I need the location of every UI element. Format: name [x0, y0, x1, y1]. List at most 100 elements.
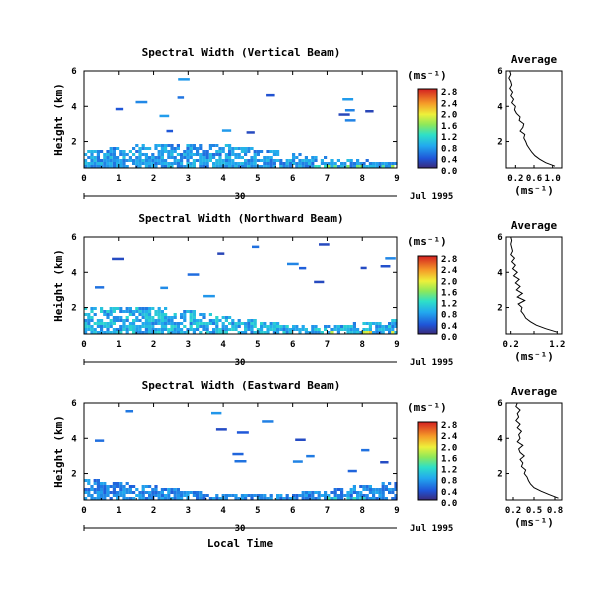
heatmap-cell: [148, 497, 152, 500]
heatmap-cell: [269, 328, 273, 331]
heatmap-cell: [260, 322, 264, 325]
heatmap-cell: [128, 491, 132, 494]
heatmap-cell: [90, 316, 94, 319]
heatmap-cell: [381, 485, 385, 488]
heatmap-cell: [276, 322, 280, 325]
colorbar-tick-label: 0.8: [441, 477, 457, 487]
heatmap-cell: [346, 331, 350, 334]
heatmap-cell: [319, 243, 330, 246]
heatmap-cell: [276, 328, 280, 331]
heatmap-cell: [112, 485, 116, 488]
heatmap-cell: [336, 165, 340, 168]
heatmap-cell: [106, 159, 110, 162]
heatmap-cell: [212, 322, 216, 325]
average-x-tick-label: 1.2: [549, 340, 565, 350]
heatmap-cell: [90, 165, 94, 168]
colorbar-tick-label: 2.0: [441, 111, 457, 121]
heatmap-cell: [250, 494, 254, 497]
heatmap-cell: [132, 485, 136, 488]
heatmap-cell: [263, 494, 267, 497]
heatmap-cell: [176, 488, 180, 491]
heatmap-cell: [375, 162, 379, 165]
heatmap-cell: [148, 162, 152, 165]
heatmap-cell: [285, 165, 289, 168]
heatmap-cell: [103, 497, 107, 500]
heatmap-cell: [167, 491, 171, 494]
heatmap-cell: [109, 319, 113, 322]
heatmap-cell: [170, 491, 174, 494]
heatmap-cell: [138, 310, 142, 313]
heatmap-cell: [144, 325, 148, 328]
heatmap-cell: [93, 307, 97, 310]
heatmap-cell: [167, 162, 171, 165]
heatmap-cell: [333, 328, 337, 331]
heatmap-cell: [196, 491, 200, 494]
heatmap-cell: [368, 328, 372, 331]
x-tick-label: 1: [116, 174, 121, 184]
heatmap-cell: [311, 159, 315, 162]
heatmap-cell: [141, 307, 145, 310]
heatmap-cell: [378, 488, 382, 491]
heatmap-cell: [93, 313, 97, 316]
heatmap-cell: [141, 147, 145, 150]
colorbar-tick-label: 2.4: [441, 266, 458, 276]
heatmap-cell: [247, 494, 251, 497]
heatmap-cell: [349, 491, 353, 494]
colorbar-tick-label: 0.4: [441, 156, 458, 166]
heatmap-cell: [176, 331, 180, 334]
heatmap-cell: [381, 491, 385, 494]
heatmap-cell: [349, 165, 353, 168]
colorbar-tick-label: 2.4: [441, 99, 458, 109]
heatmap-cell: [391, 322, 395, 325]
heatmap-cell: [116, 319, 120, 322]
heatmap-cell: [84, 491, 88, 494]
heatmap-cell: [362, 165, 366, 168]
heatmap-cell: [157, 156, 161, 159]
heatmap-cell: [90, 162, 94, 165]
heatmap-cell: [346, 328, 350, 331]
heatmap-cell: [122, 156, 126, 159]
heatmap-cell: [221, 328, 225, 331]
heatmap-cell: [218, 147, 222, 150]
heatmap-cell: [304, 159, 308, 162]
heatmap-cell: [154, 488, 158, 491]
heatmap-cell: [234, 147, 238, 150]
heatmap-cell: [160, 322, 164, 325]
heatmap-cell: [144, 310, 148, 313]
heatmap-cell: [167, 316, 171, 319]
heatmap-cell: [256, 150, 260, 153]
heatmap-cell: [317, 494, 321, 497]
heatmap-cell: [314, 497, 318, 500]
heatmap-cell: [154, 310, 158, 313]
heatmap-cell: [167, 319, 171, 322]
heatmap-cell: [378, 491, 382, 494]
heatmap-cell: [196, 328, 200, 331]
heatmap-cell: [109, 159, 113, 162]
heatmap-cell: [192, 319, 196, 322]
heatmap-cell: [186, 159, 190, 162]
heatmap-cell: [87, 316, 91, 319]
heatmap-cell: [180, 153, 184, 156]
heatmap-cell: [212, 328, 216, 331]
heatmap-cell: [90, 153, 94, 156]
heatmap-cell: [180, 322, 184, 325]
heatmap-cell: [292, 460, 303, 463]
heatmap-cell: [324, 494, 328, 497]
heatmap-cell: [324, 162, 328, 165]
heatmap-cell: [189, 328, 193, 331]
heatmap-cell: [109, 491, 113, 494]
heatmap-cell: [250, 156, 254, 159]
heatmap-cell: [356, 162, 360, 165]
heatmap-cell: [247, 150, 251, 153]
heatmap-cell: [90, 488, 94, 491]
heatmap-cell: [160, 159, 164, 162]
heatmap-cell: [247, 147, 251, 150]
heatmap-cell: [336, 325, 340, 328]
date-label: Jul 1995: [410, 192, 453, 202]
heatmap-cell: [202, 153, 206, 156]
average-title: Average: [511, 219, 558, 232]
heatmap-cell: [378, 325, 382, 328]
date-day-label: 30: [235, 524, 246, 534]
heatmap-cell: [208, 144, 212, 147]
heatmap-cell: [205, 150, 209, 153]
